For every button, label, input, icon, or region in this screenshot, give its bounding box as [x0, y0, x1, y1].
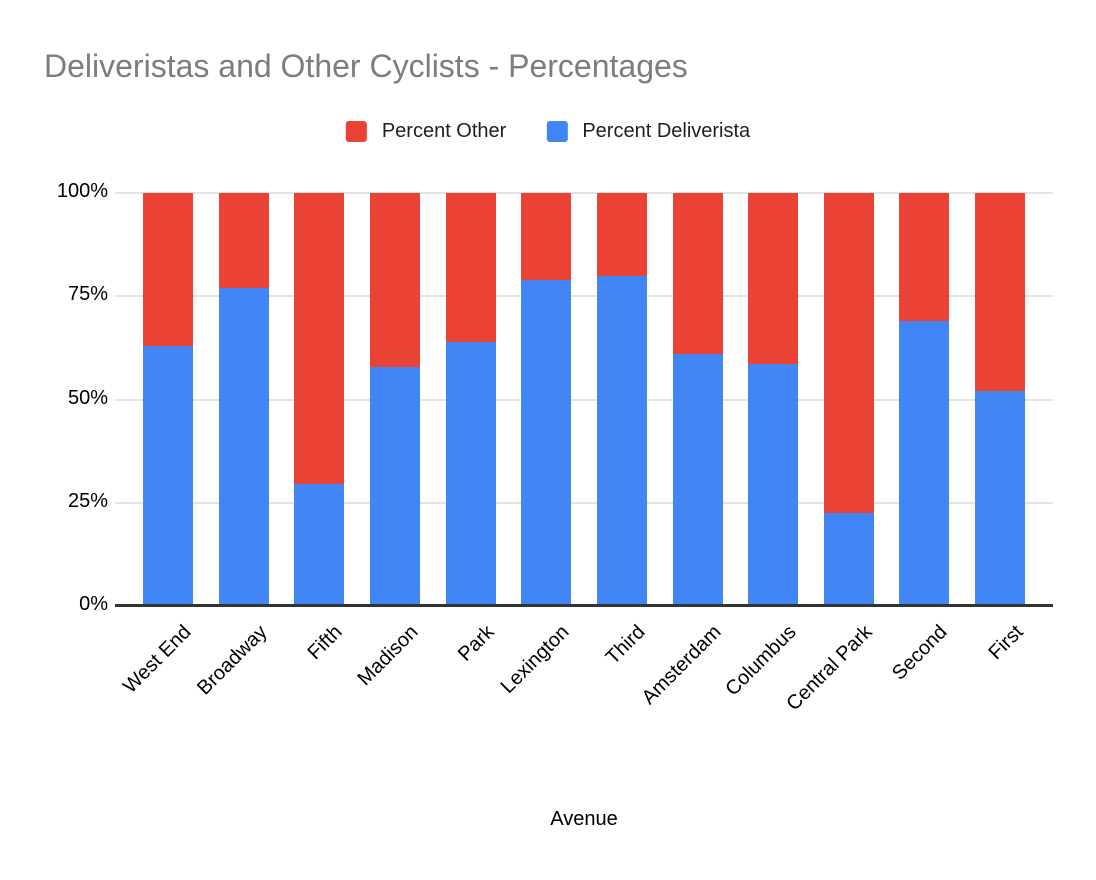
y-tick-label-100: 100% — [56, 180, 108, 202]
bar-other-madison[interactable] — [369, 193, 420, 367]
bar-other-third[interactable] — [596, 193, 647, 276]
legend: Percent Other Percent Deliverista — [345, 120, 750, 143]
bar-other-second[interactable] — [899, 193, 950, 321]
plot-area: 0% 25% 50% 75% 100% — [57, 180, 1053, 615]
x-tick-label-fifth: Fifth — [303, 621, 347, 665]
x-tick-label-park: Park — [453, 621, 499, 666]
x-axis-title: Avenue — [550, 808, 618, 830]
bar-other-central-park[interactable] — [823, 193, 874, 514]
gridline-75 — [115, 295, 1053, 298]
x-tick-label-broadway: Broadway — [192, 621, 272, 700]
bar-other-park[interactable] — [445, 193, 496, 342]
bar-other-columbus[interactable] — [748, 193, 799, 365]
x-tick-label-third: Third — [601, 621, 650, 669]
bar-deliverista-second[interactable] — [899, 321, 950, 606]
y-tick-label-75: 75% — [67, 283, 108, 306]
chart-title: Deliveristas and Other Cyclists - Percen… — [44, 48, 688, 84]
bar-deliverista-amsterdam[interactable] — [672, 354, 723, 606]
x-tick-label-lexington: Lexington — [496, 621, 574, 698]
gridline-25 — [115, 501, 1053, 504]
bar-deliverista-broadway[interactable] — [218, 288, 269, 606]
bar-deliverista-park[interactable] — [445, 341, 496, 606]
y-tick-label-25: 25% — [67, 489, 108, 512]
legend-label: Percent Other — [381, 120, 507, 142]
bar-other-fifth[interactable] — [294, 193, 345, 485]
bar-deliverista-fifth[interactable] — [294, 484, 345, 606]
gridline-50 — [115, 398, 1053, 401]
x-tick-label-first: First — [984, 621, 1028, 665]
legend-item-percent-other[interactable]: Percent Other — [345, 120, 507, 143]
bar-deliverista-central-park[interactable] — [823, 513, 874, 606]
bar-deliverista-third[interactable] — [596, 275, 647, 606]
x-tick-label-central-park: Central Park — [782, 621, 877, 716]
legend-item-percent-deliverista[interactable]: Percent Deliverista — [546, 120, 750, 143]
x-tick-label-second: Second — [888, 621, 952, 685]
y-tick-label-50: 50% — [67, 386, 108, 409]
bar-deliverista-lexington[interactable] — [521, 279, 572, 606]
legend-label: Percent Deliverista — [582, 120, 751, 142]
legend-swatch-icon — [546, 121, 568, 142]
bar-other-lexington[interactable] — [521, 193, 572, 280]
bar-other-first[interactable] — [975, 193, 1025, 392]
x-tick-label-amsterdam: Amsterdam — [637, 621, 726, 709]
x-tick-label-madison: Madison — [353, 621, 423, 691]
legend-swatch-icon — [345, 121, 367, 142]
gridline-100 — [115, 192, 1053, 194]
x-axis-line — [115, 604, 1053, 607]
bar-other-amsterdam[interactable] — [672, 193, 723, 355]
x-tick-label-columbus: Columbus — [721, 621, 801, 701]
bar-other-west-end[interactable] — [143, 193, 193, 346]
bar-other-broadway[interactable] — [218, 193, 269, 288]
bar-deliverista-west-end[interactable] — [143, 345, 193, 606]
bar-deliverista-columbus[interactable] — [748, 364, 799, 606]
x-tick-label-west-end: West End — [118, 621, 196, 698]
bar-deliverista-madison[interactable] — [369, 366, 420, 606]
y-tick-label-0: 0% — [79, 593, 108, 615]
bar-deliverista-first[interactable] — [975, 391, 1025, 606]
